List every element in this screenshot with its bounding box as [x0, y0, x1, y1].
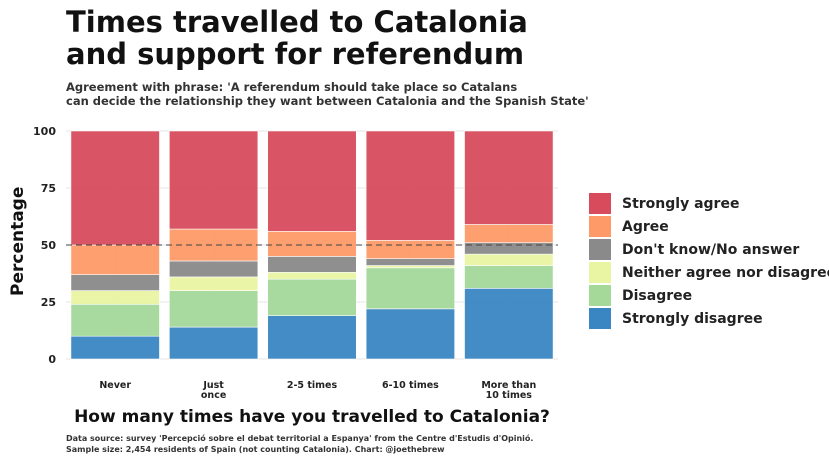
legend-swatch: [589, 262, 611, 283]
x-tick-label: once: [201, 390, 226, 401]
bar-segment: [70, 274, 160, 291]
x-tick-label: 10 times: [486, 390, 533, 401]
legend-swatch: [589, 216, 611, 237]
bar-segment: [464, 242, 554, 255]
bar-segment: [464, 224, 554, 244]
legend-item: Don't know/No answer: [589, 238, 829, 261]
legend-item: Neither agree nor disagree: [589, 261, 829, 284]
caption-line-1: Data source: survey 'Percepció sobre el …: [66, 434, 534, 443]
bar-segment: [365, 265, 455, 269]
x-tick-label: Never: [99, 380, 131, 391]
x-tick-label: 6-10 times: [382, 380, 439, 391]
bar-segment: [169, 130, 259, 230]
bar-segment: [365, 240, 455, 259]
legend-swatch: [589, 308, 611, 329]
bar-segment: [70, 244, 160, 275]
bar-segment: [267, 231, 357, 257]
legend-item: Strongly agree: [589, 192, 829, 215]
bar-segment: [70, 335, 160, 360]
chart-title: Times travelled to Catalonia and support…: [66, 6, 586, 70]
bar-segment: [70, 303, 160, 337]
y-axis-title: Percentage: [8, 186, 28, 296]
y-tick-label: 100: [33, 125, 56, 138]
caption-line-2: Sample size: 2,454 residents of Spain (n…: [66, 445, 445, 454]
legend-label: Agree: [622, 218, 669, 235]
legend-label: Neither agree nor disagree: [622, 264, 829, 281]
bar-segment: [464, 265, 554, 289]
legend-swatch: [589, 239, 611, 260]
legend-item: Agree: [589, 215, 829, 238]
y-tick-label: 75: [41, 182, 56, 195]
bar-segment: [464, 130, 554, 225]
subtitle-line-2: can decide the relationship they want be…: [66, 94, 589, 108]
bar-segment: [169, 260, 259, 278]
legend: Strongly agree Agree Don't know/No answer N…: [589, 192, 829, 330]
bar-segment: [365, 258, 455, 266]
bar-segment: [169, 290, 259, 328]
bar-segment: [464, 253, 554, 266]
bar-segment: [267, 256, 357, 273]
bar-layer: [70, 130, 554, 360]
subtitle-line-1: Agreement with phrase: 'A referendum sho…: [66, 80, 518, 94]
legend-label: Disagree: [622, 287, 693, 304]
y-tick-label: 0: [48, 353, 56, 366]
caption: Data source: survey 'Percepció sobre el …: [66, 433, 626, 455]
x-tick-label: More than: [481, 380, 536, 391]
y-tick-label: 50: [41, 239, 57, 252]
legend-item: Strongly disagree: [589, 307, 829, 330]
bar-segment: [267, 315, 357, 360]
chart-subtitle: Agreement with phrase: 'A referendum sho…: [66, 80, 606, 108]
legend-item: Disagree: [589, 284, 829, 307]
bar-segment: [169, 228, 259, 262]
legend-swatch: [589, 193, 611, 214]
x-tick-label: Just: [202, 380, 224, 391]
bar-segment: [365, 130, 455, 241]
legend-label: Strongly agree: [622, 195, 740, 212]
x-tick-label: 2-5 times: [287, 380, 338, 391]
legend-label: Strongly disagree: [622, 310, 763, 327]
bar-segment: [365, 267, 455, 310]
bar-segment: [70, 130, 160, 246]
title-line-2: and support for referendum: [66, 37, 525, 71]
bar-segment: [169, 276, 259, 291]
bar-segment: [267, 272, 357, 280]
title-line-1: Times travelled to Catalonia: [66, 5, 528, 39]
bar-segment: [169, 326, 259, 360]
y-tick-label: 25: [41, 296, 56, 309]
legend-swatch: [589, 285, 611, 306]
bar-segment: [70, 290, 160, 305]
bar-segment: [464, 288, 554, 360]
legend-label: Don't know/No answer: [622, 241, 800, 258]
bar-segment: [365, 308, 455, 360]
x-axis-title: How many times have you travelled to Cat…: [74, 407, 550, 427]
bar-segment: [267, 278, 357, 316]
bar-segment: [267, 130, 357, 232]
